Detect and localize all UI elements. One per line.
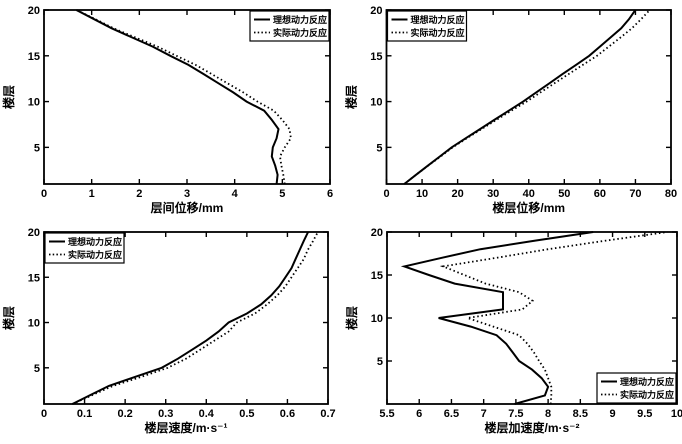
axes-box <box>43 231 329 405</box>
y-tick-label: 20 <box>370 5 382 17</box>
x-tick-label: 2 <box>136 188 142 200</box>
x-tick-label: 1 <box>89 188 95 200</box>
y-tick-label: 15 <box>28 51 40 63</box>
x-axis-label: 楼层加速度/m·s⁻² <box>484 420 579 435</box>
chart-floor-acceleration: 5.5 6 6.5 7 7.5 8 8.5 9 9.5 10 5 10 15 20 楼层加速度/m·s⁻² 楼… <box>344 227 682 435</box>
x-axis-label: 楼层速度/m·s⁻¹ <box>144 420 227 435</box>
x-tick-label: 6 <box>416 408 422 420</box>
legend-label-ideal: 理想动力反应 <box>68 236 122 247</box>
x-axis-label: 楼层位移/mm <box>492 200 565 215</box>
y-tick-label: 10 <box>370 97 382 109</box>
series-ideal-line <box>75 9 280 185</box>
x-tick-label: 60 <box>594 188 606 200</box>
x-tick-label: 4 <box>232 188 239 200</box>
x-axis-label: 层间位移/mm <box>151 200 224 215</box>
x-tick-label: 0.1 <box>77 408 92 420</box>
x-tick-label: 0.6 <box>280 408 295 420</box>
y-tick-label: 5 <box>34 363 40 375</box>
x-tick-label: 7.5 <box>508 408 523 420</box>
y-axis-label: 楼层 <box>344 85 359 109</box>
x-tick-label: 3 <box>184 188 190 200</box>
x-tick-label: 80 <box>665 188 677 200</box>
legend-label-ideal: 理想动力反应 <box>620 376 674 387</box>
y-tick-label: 10 <box>28 97 40 109</box>
series-ideal-line <box>71 231 310 405</box>
x-tick-label: 10 <box>671 408 682 420</box>
legend-box <box>596 372 677 404</box>
y-tick-label: 20 <box>371 227 383 239</box>
y-tick-label: 5 <box>377 356 383 368</box>
legend-box <box>44 232 125 264</box>
legend-box <box>386 10 468 42</box>
x-tick-label: 0.7 <box>320 408 335 420</box>
y-tick-label: 15 <box>370 51 382 63</box>
chart-floor-displacement: 0 10 20 30 40 50 60 70 80 5 10 15 20 楼层位移/mm 楼层 理想动力反应实… <box>344 5 678 215</box>
y-tick-label: 15 <box>28 272 40 284</box>
x-tick-label: 9.5 <box>637 408 652 420</box>
x-tick-label: 40 <box>523 188 535 200</box>
x-tick-label: 0.3 <box>158 408 173 420</box>
x-tick-label: 20 <box>452 188 464 200</box>
x-tick-label: 0 <box>383 188 389 200</box>
x-tick-label: 0.2 <box>117 408 132 420</box>
x-tick-label: 8.5 <box>573 408 588 420</box>
y-axis-label: 楼层 <box>1 306 16 330</box>
x-tick-label: 5 <box>279 188 285 200</box>
x-tick-label: 5.5 <box>379 408 394 420</box>
y-tick-label: 5 <box>376 142 382 154</box>
legend-label-actual: 实际动力反应 <box>620 389 674 400</box>
y-axis-label: 楼层 <box>1 85 16 109</box>
x-tick-label: 0 <box>41 408 47 420</box>
legend-label-ideal: 理想动力反应 <box>273 14 327 25</box>
x-tick-label: 7 <box>481 408 487 420</box>
x-tick-label: 70 <box>629 188 641 200</box>
y-tick-label: 15 <box>371 270 383 282</box>
y-tick-label: 10 <box>371 313 383 325</box>
chart-floor-velocity: 0 0.1 0.2 0.3 0.4 0.5 0.6 0.7 5 10 15 20 楼层速度/m·s⁻¹ 楼… <box>1 227 336 435</box>
series-actual-line <box>76 9 292 185</box>
series-ideal-line <box>400 231 594 405</box>
x-tick-label: 0.5 <box>239 408 254 420</box>
y-tick-label: 10 <box>28 318 40 330</box>
x-tick-label: 0.4 <box>199 408 215 420</box>
x-tick-label: 6.5 <box>444 408 459 420</box>
x-tick-label: 50 <box>558 188 570 200</box>
series-actual-line <box>439 231 668 405</box>
legend-label-actual: 实际动力反应 <box>411 27 465 38</box>
series-actual-line <box>72 231 319 405</box>
legend-box <box>249 10 330 42</box>
x-tick-label: 9 <box>609 408 615 420</box>
y-tick-label: 20 <box>28 5 40 17</box>
x-tick-label: 10 <box>416 188 428 200</box>
y-axis-label: 楼层 <box>344 306 359 330</box>
x-tick-label: 6 <box>327 188 333 200</box>
y-tick-label: 20 <box>28 227 40 239</box>
x-tick-label: 0 <box>41 188 47 200</box>
y-tick-label: 5 <box>34 142 40 154</box>
series-actual-line <box>403 9 651 185</box>
x-tick-label: 8 <box>545 408 551 420</box>
legend-label-ideal: 理想动力反应 <box>411 14 465 25</box>
x-tick-label: 30 <box>487 188 499 200</box>
legend-label-actual: 实际动力反应 <box>68 249 122 260</box>
legend-label-actual: 实际动力反应 <box>273 27 327 38</box>
